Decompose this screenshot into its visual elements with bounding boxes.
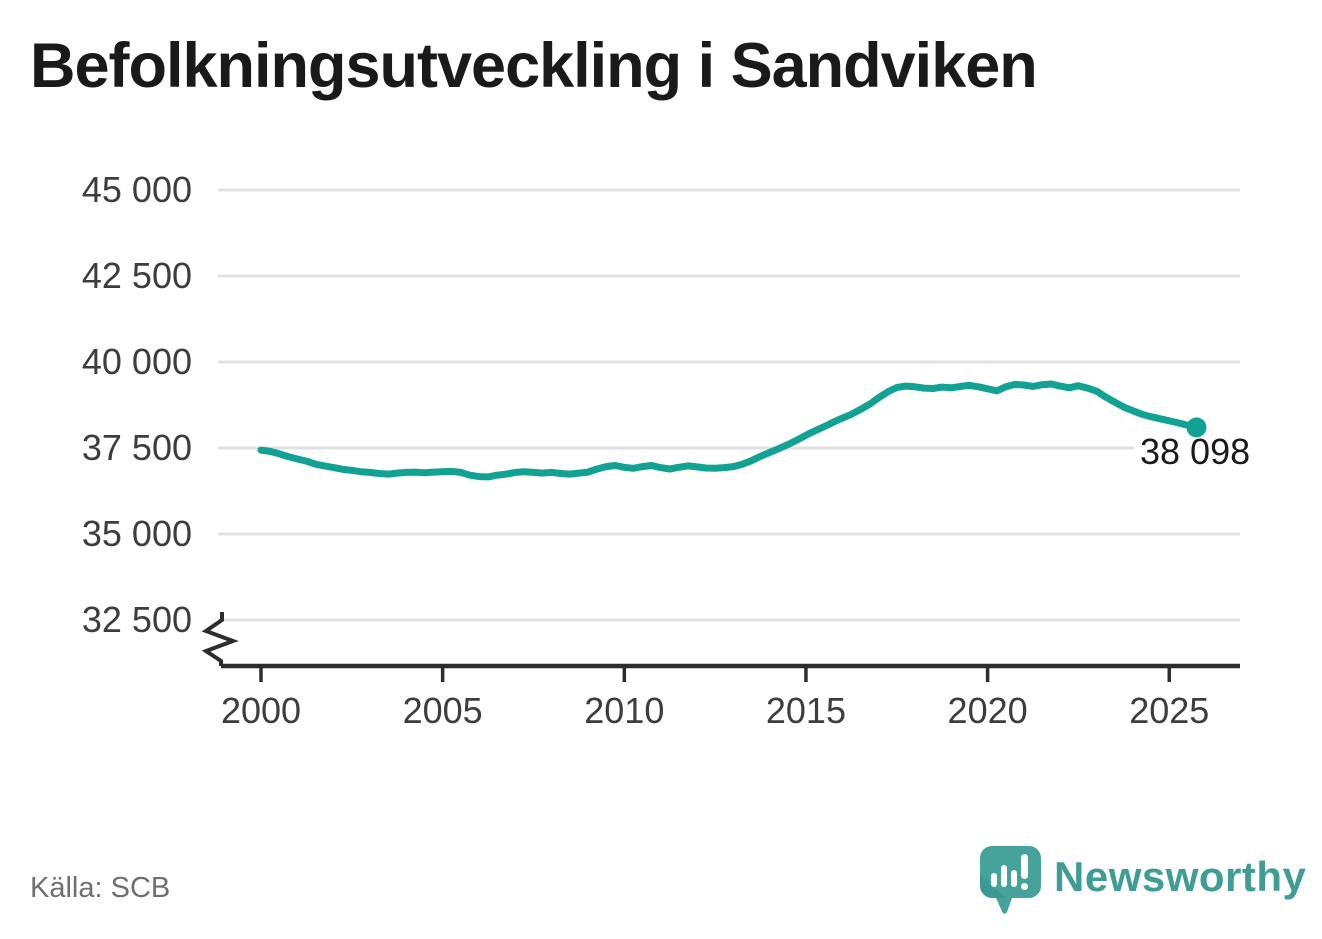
newsworthy-icon [979,846,1041,914]
x-tick-label: 2005 [402,690,483,731]
page-title: Befolkningsutveckling i Sandviken [30,31,1038,101]
bar-chart-glyph [991,854,1028,890]
y-tick-label: 40 000 [81,341,192,382]
population-line [257,380,1200,481]
newsworthy-logo: Newsworthy [978,845,1306,917]
y-tick-label: 45 000 [81,169,192,210]
newsworthy-wordmark: Newsworthy [1054,853,1307,900]
end-point-dot [1186,417,1207,438]
y-tick-label: 37 500 [81,427,192,468]
x-tick-label: 2010 [584,690,665,731]
y-tick-label: 32 500 [81,599,192,640]
axis-break-icon [201,612,239,666]
x-tick-label: 2015 [765,690,846,731]
x-tick-label: 2000 [220,690,302,731]
y-tick-label: 35 000 [81,513,192,554]
y-tick-label: 42 500 [81,255,192,296]
end-label-backdrop [1134,433,1254,473]
source-label: Källa: SCB [30,872,171,904]
end-value-label: 38 098 [1140,431,1251,472]
x-tick-label: 2020 [947,690,1028,731]
x-tick-label: 2025 [1129,690,1210,731]
